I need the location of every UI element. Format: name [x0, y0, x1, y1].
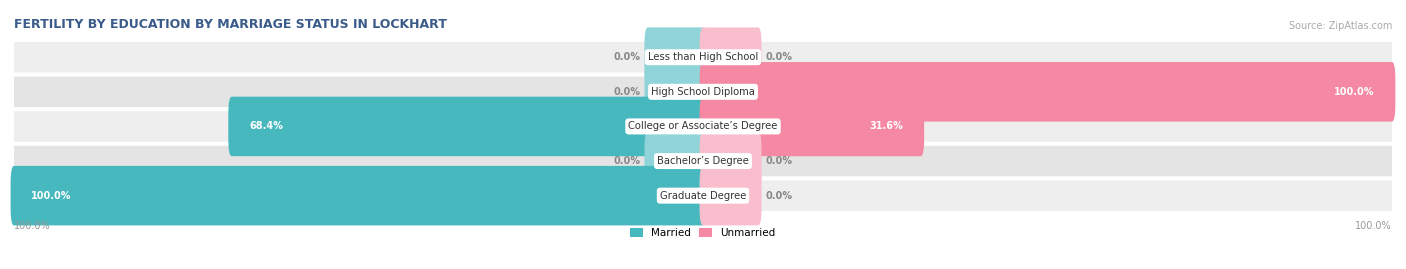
- FancyBboxPatch shape: [700, 27, 762, 87]
- Text: 31.6%: 31.6%: [870, 121, 904, 132]
- Text: Graduate Degree: Graduate Degree: [659, 191, 747, 201]
- Text: FERTILITY BY EDUCATION BY MARRIAGE STATUS IN LOCKHART: FERTILITY BY EDUCATION BY MARRIAGE STATU…: [14, 17, 447, 31]
- Text: 0.0%: 0.0%: [765, 156, 792, 166]
- FancyBboxPatch shape: [644, 131, 706, 191]
- Text: 0.0%: 0.0%: [614, 87, 641, 97]
- Text: Less than High School: Less than High School: [648, 52, 758, 62]
- FancyBboxPatch shape: [11, 166, 706, 225]
- Text: Bachelor’s Degree: Bachelor’s Degree: [657, 156, 749, 166]
- FancyBboxPatch shape: [14, 180, 1392, 211]
- FancyBboxPatch shape: [228, 97, 706, 156]
- Legend: Married, Unmarried: Married, Unmarried: [630, 228, 776, 238]
- FancyBboxPatch shape: [700, 97, 924, 156]
- Text: 68.4%: 68.4%: [249, 121, 283, 132]
- Text: 100.0%: 100.0%: [1334, 87, 1375, 97]
- Text: 100.0%: 100.0%: [1355, 221, 1392, 231]
- Text: 100.0%: 100.0%: [14, 221, 51, 231]
- FancyBboxPatch shape: [700, 131, 762, 191]
- FancyBboxPatch shape: [14, 146, 1392, 176]
- Text: High School Diploma: High School Diploma: [651, 87, 755, 97]
- Text: 0.0%: 0.0%: [765, 52, 792, 62]
- Text: College or Associate’s Degree: College or Associate’s Degree: [628, 121, 778, 132]
- FancyBboxPatch shape: [644, 27, 706, 87]
- FancyBboxPatch shape: [14, 77, 1392, 107]
- FancyBboxPatch shape: [700, 62, 1395, 122]
- FancyBboxPatch shape: [14, 42, 1392, 72]
- Text: Source: ZipAtlas.com: Source: ZipAtlas.com: [1288, 20, 1392, 31]
- Text: 0.0%: 0.0%: [765, 191, 792, 201]
- Text: 0.0%: 0.0%: [614, 156, 641, 166]
- FancyBboxPatch shape: [700, 166, 762, 225]
- Text: 100.0%: 100.0%: [31, 191, 72, 201]
- FancyBboxPatch shape: [644, 62, 706, 122]
- FancyBboxPatch shape: [14, 111, 1392, 142]
- Text: 0.0%: 0.0%: [614, 52, 641, 62]
